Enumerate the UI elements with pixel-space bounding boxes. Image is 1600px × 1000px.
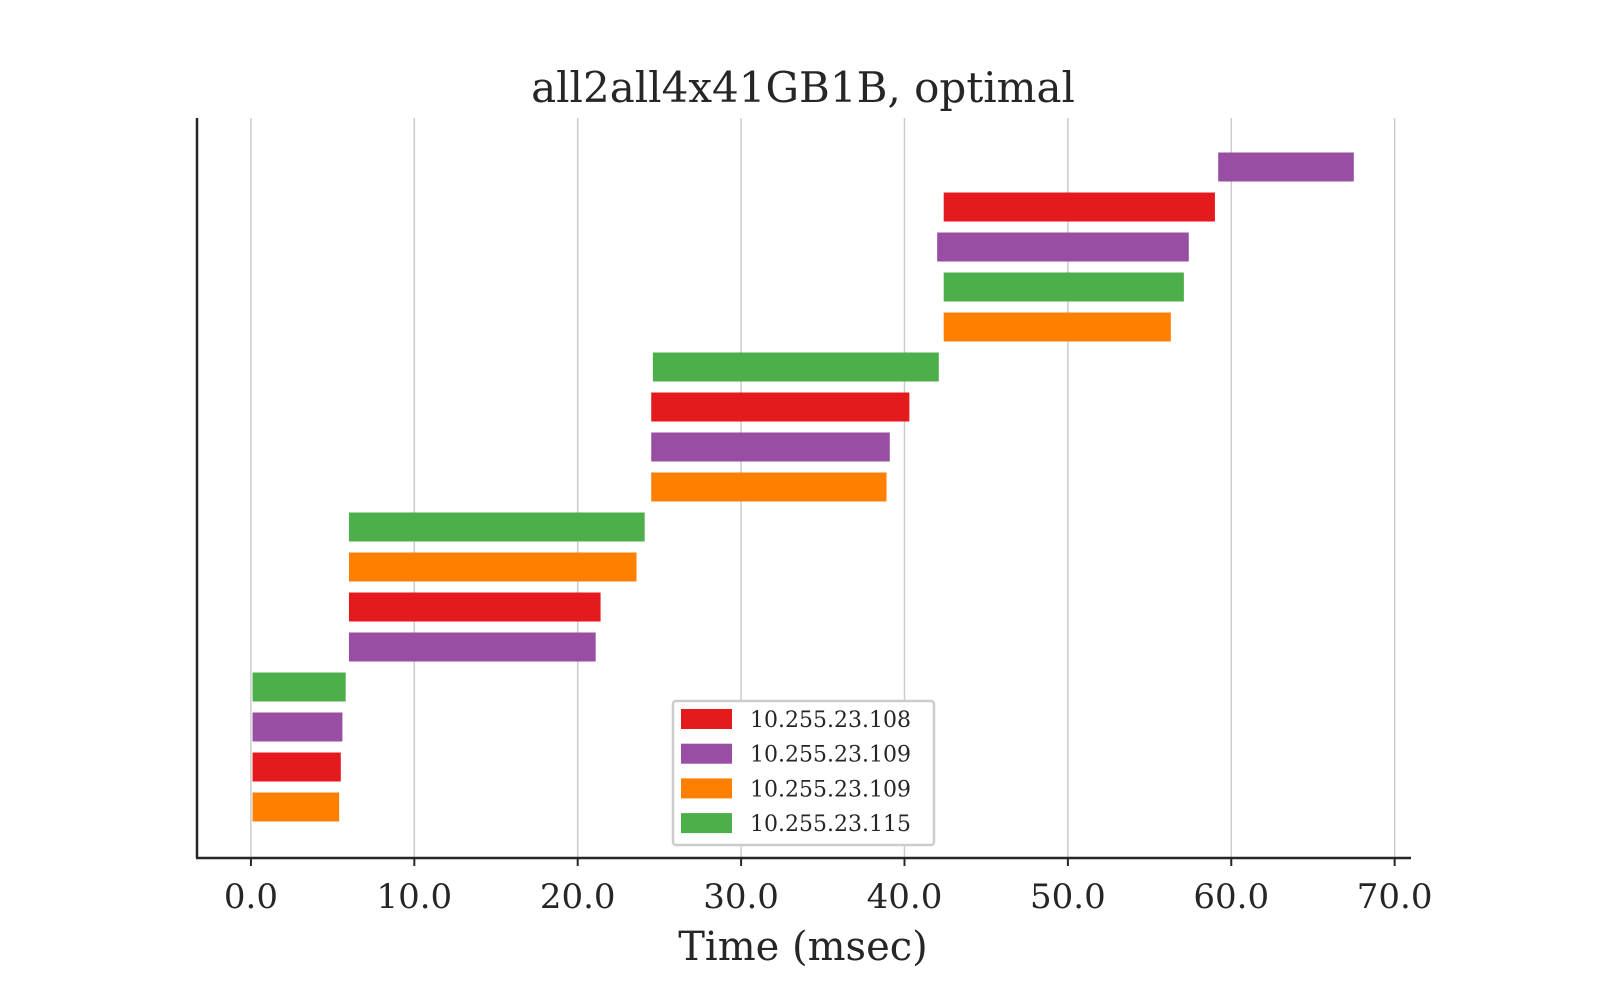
- legend-label: 10.255.23.109: [750, 777, 911, 802]
- x-tick-label: 10.0: [376, 877, 452, 917]
- x-tick-label: 30.0: [703, 877, 779, 917]
- x-axis-label: Time (msec): [678, 924, 928, 970]
- timeline-bar: [252, 792, 340, 822]
- timeline-bar: [348, 512, 645, 542]
- timeline-bar: [651, 472, 887, 502]
- timeline-bar: [252, 712, 343, 742]
- x-tick-label: 60.0: [1193, 877, 1269, 917]
- timeline-bar: [348, 552, 637, 582]
- timeline-bar: [252, 672, 346, 702]
- legend-swatch: [681, 743, 732, 764]
- timeline-bar: [348, 632, 596, 662]
- timeline-bar: [943, 272, 1184, 302]
- x-tick-label: 40.0: [867, 877, 943, 917]
- x-tick-label: 70.0: [1357, 877, 1433, 917]
- timeline-bar: [1218, 152, 1354, 182]
- legend-label: 10.255.23.109: [750, 743, 911, 768]
- legend-swatch: [681, 813, 732, 834]
- x-tick-label: 20.0: [540, 877, 616, 917]
- legend-label: 10.255.23.108: [750, 708, 911, 733]
- x-tick-label: 50.0: [1030, 877, 1106, 917]
- timeline-bar: [943, 312, 1171, 342]
- chart-title: all2all4x41GB1B, optimal: [531, 63, 1075, 112]
- legend-items: 10.255.23.108 10.255.23.109 10.255.23.109 1…: [681, 708, 911, 837]
- x-tick-label: 0.0: [224, 877, 278, 917]
- timeline-bar: [348, 592, 601, 622]
- timeline-bar: [252, 752, 341, 782]
- legend-swatch: [681, 709, 732, 729]
- timeline-bar: [943, 192, 1215, 222]
- timeline-bar: [651, 432, 890, 462]
- legend-frame: [671, 699, 936, 847]
- timeline-bar: [651, 392, 910, 422]
- legend-swatch: [681, 778, 732, 799]
- legend: 10.255.23.108 10.255.23.109 10.255.23.109 1…: [671, 699, 936, 847]
- legend-label: 10.255.23.115: [750, 812, 911, 837]
- timeline-bar: [652, 352, 939, 382]
- x-ticks: 0.0 10.0 20.0 30.0 40.0 50.0 60.0 70.0: [224, 858, 1433, 917]
- bars-group: [252, 152, 1354, 822]
- timeline-bar: [937, 232, 1189, 262]
